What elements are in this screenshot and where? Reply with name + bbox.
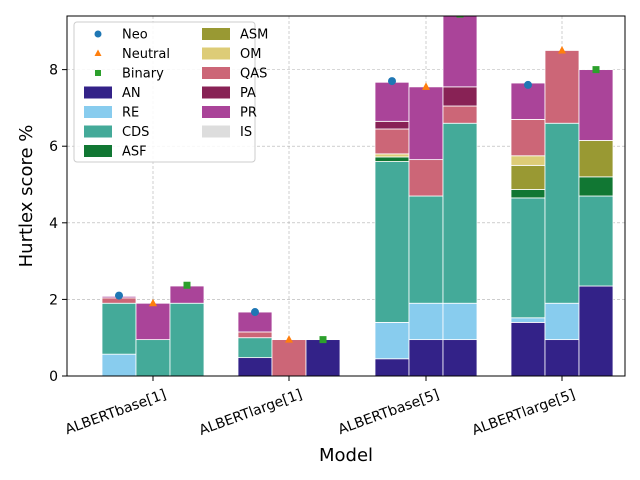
legend-patch-cds bbox=[84, 125, 112, 138]
markers-layer bbox=[115, 16, 600, 344]
bar-segment-qas bbox=[374, 128, 410, 155]
legend-patch-asm bbox=[202, 28, 230, 40]
bar-segment-om bbox=[510, 155, 546, 166]
bar-segment-re bbox=[101, 353, 137, 376]
marker-neo bbox=[115, 291, 123, 300]
bar-segment-asm bbox=[578, 140, 614, 178]
legend-label: PA bbox=[240, 86, 256, 101]
bar-segment-cds bbox=[408, 195, 444, 304]
bar-segment-cds bbox=[374, 161, 410, 323]
legend-label: IS bbox=[240, 125, 252, 140]
bar-segment-cds bbox=[101, 302, 137, 355]
bar-segment-an bbox=[510, 321, 546, 376]
bar-segment-pa bbox=[442, 86, 478, 107]
legend-label: Neutral bbox=[122, 47, 170, 62]
y-tick-label: 0 bbox=[49, 369, 58, 385]
bar-segment-an bbox=[408, 339, 444, 376]
marker-binary bbox=[319, 336, 327, 344]
marker-binary bbox=[456, 16, 464, 18]
legend: Neo Neutral Binary AN RE CDS ASF ASM OM QAS PA PR IS bbox=[73, 21, 268, 163]
legend-patch-re bbox=[84, 106, 112, 118]
bar-segment-an bbox=[578, 285, 614, 376]
marker-neutral bbox=[422, 82, 430, 90]
legend-label: OM bbox=[240, 47, 261, 62]
marker-neo bbox=[251, 308, 259, 317]
bar-segment-an bbox=[442, 339, 478, 376]
bar-segment-pr bbox=[135, 302, 171, 341]
bar-segment-re bbox=[442, 302, 478, 341]
bar-segment-cds bbox=[442, 122, 478, 304]
x-axis-label: Model bbox=[319, 445, 373, 466]
bar-segment-pa bbox=[374, 120, 410, 130]
y-tick-label: 6 bbox=[49, 139, 58, 155]
legend-patch-qas bbox=[202, 67, 230, 79]
bar-segment-pr bbox=[578, 69, 614, 141]
marker-binary bbox=[183, 281, 191, 289]
bar-segment-re bbox=[374, 321, 410, 360]
legend-label: ASM bbox=[240, 28, 268, 43]
marker-neo bbox=[524, 80, 532, 89]
y-tick-label: 8 bbox=[49, 63, 58, 79]
bar-segment-re bbox=[544, 302, 580, 341]
bar-segment-cds bbox=[135, 339, 171, 376]
plot-frame bbox=[66, 15, 626, 377]
bar-segment-cds bbox=[237, 337, 273, 359]
bar-segment-qas bbox=[408, 159, 444, 197]
bar-segment-an bbox=[544, 339, 580, 376]
bar-segment-cds bbox=[169, 302, 205, 376]
legend-marker-neutral bbox=[94, 49, 102, 56]
marker-neutral bbox=[285, 335, 293, 343]
bar-segment-an bbox=[374, 358, 410, 376]
y-tick-label: 2 bbox=[49, 292, 58, 308]
bar-segment-pr bbox=[374, 81, 410, 122]
marker-neutral bbox=[149, 298, 157, 307]
legend-patch-asf bbox=[84, 145, 112, 157]
bar-segment-cds bbox=[510, 197, 546, 319]
legend-label: RE bbox=[122, 106, 139, 121]
bar-segment-om bbox=[374, 153, 410, 158]
bar-segment-pr bbox=[408, 86, 444, 161]
bar-segment-re bbox=[408, 302, 444, 341]
bar-segment-cds bbox=[544, 122, 580, 304]
legend-label: Binary bbox=[122, 67, 164, 82]
bar-segment-asf bbox=[578, 176, 614, 197]
legend-label: Neo bbox=[122, 28, 148, 43]
bar-segment-asm bbox=[510, 164, 546, 190]
legend-patch-an bbox=[84, 86, 112, 99]
bar-segment-re bbox=[510, 317, 546, 323]
bar-segment-qas bbox=[271, 339, 307, 376]
legend-label: ASF bbox=[122, 145, 147, 160]
bar-segment-qas bbox=[510, 119, 546, 157]
legend-marker-binary bbox=[95, 70, 101, 76]
marker-binary bbox=[592, 66, 600, 74]
bar-segment-qas bbox=[237, 331, 273, 339]
legend-label: QAS bbox=[240, 67, 267, 82]
legend-patch-is bbox=[202, 125, 230, 138]
legend-patch-pr bbox=[202, 106, 230, 118]
legend-marker-neo bbox=[94, 30, 102, 38]
legend-label: PR bbox=[240, 106, 257, 121]
bar-segment-asf bbox=[510, 189, 546, 199]
legend-patch-pa bbox=[202, 86, 230, 99]
y-axis-label: Hurtlex score % bbox=[16, 125, 37, 268]
legend-label: CDS bbox=[122, 125, 149, 140]
marker-neutral bbox=[558, 45, 566, 54]
bar-segment-qas bbox=[442, 105, 478, 124]
legend-patch-om bbox=[202, 47, 230, 60]
bar-segment-an bbox=[237, 357, 273, 376]
bar-segment-cds bbox=[578, 195, 614, 287]
bar-segment-asf bbox=[374, 156, 410, 162]
legend-label: AN bbox=[122, 86, 141, 101]
bars-layer bbox=[101, 16, 614, 376]
y-tick-label: 4 bbox=[49, 216, 58, 232]
bar-segment-an bbox=[305, 339, 341, 376]
bar-segment-qas bbox=[544, 50, 580, 124]
marker-neo bbox=[388, 77, 396, 86]
bar-segment-pr bbox=[442, 16, 478, 88]
